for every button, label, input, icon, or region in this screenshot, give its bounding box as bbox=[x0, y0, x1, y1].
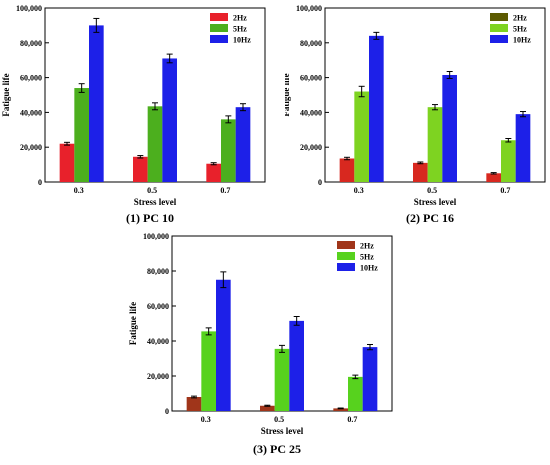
x-axis-label: Stress level bbox=[261, 426, 304, 436]
y-tick-label: 20,000 bbox=[300, 143, 322, 152]
chart-svg-pc16: 0 20,000 40,000 60,000 80,000 100,000 Fatigue … bbox=[281, 4, 546, 225]
legend-label-2hz: 2Hz bbox=[233, 14, 247, 23]
bar-5hz bbox=[221, 119, 236, 182]
chart-svg-pc10: 0 20,000 40,000 60,000 80,000 100,000 Fatigue … bbox=[1, 4, 266, 225]
legend-label-5hz: 5Hz bbox=[233, 25, 247, 34]
chart-panel-pc16: 0 20,000 40,000 60,000 80,000 100,000 Fatigue … bbox=[281, 0, 550, 230]
x-tick-label: 0.5 bbox=[147, 186, 157, 195]
y-tick-label: 100,000 bbox=[16, 4, 42, 13]
legend-label-5hz: 5Hz bbox=[360, 253, 374, 262]
y-tick-label: 60,000 bbox=[147, 302, 169, 311]
bar-2hz bbox=[206, 163, 221, 182]
bar-10hz bbox=[442, 74, 457, 182]
x-tick-label: 0.7 bbox=[500, 186, 510, 195]
legend-swatch-2hz bbox=[337, 241, 355, 249]
bar-10hz bbox=[289, 320, 304, 411]
x-tick-label: 0.3 bbox=[354, 186, 364, 195]
bar-2hz bbox=[186, 397, 202, 411]
bar-5hz bbox=[348, 376, 363, 411]
y-tick-label: 20,000 bbox=[20, 143, 42, 152]
bar-10hz bbox=[369, 35, 384, 183]
legend-swatch-10hz bbox=[210, 35, 228, 43]
x-tick-label: 0.5 bbox=[427, 186, 437, 195]
chart-caption: (3) PC 25 bbox=[253, 442, 301, 456]
bar-5hz bbox=[147, 106, 163, 182]
y-tick-label: 60,000 bbox=[20, 74, 42, 83]
y-tick-label: 80,000 bbox=[300, 39, 322, 48]
x-tick-label: 0.7 bbox=[347, 415, 357, 424]
legend-label-10hz: 10Hz bbox=[513, 36, 531, 45]
y-tick-label: 0 bbox=[165, 407, 169, 416]
bar-5hz bbox=[201, 331, 216, 411]
x-tick-label: 0.7 bbox=[220, 186, 230, 195]
y-tick-label: 20,000 bbox=[147, 372, 169, 381]
y-tick-label: 40,000 bbox=[147, 337, 169, 346]
bar-10hz bbox=[216, 279, 231, 411]
bar-5hz bbox=[427, 107, 443, 182]
y-tick-label: 0 bbox=[38, 178, 42, 187]
y-tick-label: 80,000 bbox=[147, 267, 169, 276]
legend-swatch-10hz bbox=[490, 35, 508, 43]
y-axis-label: Fatigue life bbox=[1, 73, 11, 116]
bar-2hz bbox=[260, 405, 275, 411]
legend-label-2hz: 2Hz bbox=[513, 14, 527, 23]
legend-label-10hz: 10Hz bbox=[360, 264, 378, 273]
y-tick-label: 40,000 bbox=[300, 108, 322, 117]
y-tick-label: 60,000 bbox=[300, 74, 322, 83]
legend-swatch-5hz bbox=[337, 252, 355, 260]
y-axis-label: Fatigue life bbox=[285, 73, 291, 116]
bar-5hz bbox=[274, 348, 290, 411]
bar-10hz bbox=[362, 347, 378, 411]
legend-swatch-2hz bbox=[490, 13, 508, 21]
bar-2hz bbox=[339, 158, 355, 182]
bar-2hz bbox=[486, 173, 501, 182]
bar-5hz bbox=[354, 91, 369, 182]
legend-label-5hz: 5Hz bbox=[513, 25, 527, 34]
bar-2hz bbox=[413, 162, 428, 182]
bar-5hz bbox=[501, 140, 516, 182]
chart-panel-pc25: 0 20,000 40,000 60,000 80,000 100,000 Fatigue … bbox=[120, 228, 400, 460]
bar-10hz bbox=[235, 107, 251, 182]
y-axis-label: Fatigue life bbox=[128, 302, 138, 345]
legend-swatch-10hz bbox=[337, 263, 355, 271]
legend-label-10hz: 10Hz bbox=[233, 36, 251, 45]
x-tick-label: 0.3 bbox=[201, 415, 211, 424]
chart-caption: (1) PC 10 bbox=[126, 211, 174, 225]
bar-2hz bbox=[333, 408, 348, 411]
x-axis-label: Stress level bbox=[134, 197, 177, 207]
bar-2hz bbox=[133, 156, 148, 182]
y-tick-label: 100,000 bbox=[296, 4, 322, 13]
bar-10hz bbox=[162, 58, 177, 182]
x-axis-label: Stress level bbox=[414, 197, 457, 207]
legend-swatch-2hz bbox=[210, 13, 228, 21]
y-tick-label: 0 bbox=[318, 178, 322, 187]
y-tick-label: 40,000 bbox=[20, 108, 42, 117]
x-tick-label: 0.3 bbox=[74, 186, 84, 195]
x-tick-label: 0.5 bbox=[274, 415, 284, 424]
chart-caption: (2) PC 16 bbox=[406, 211, 454, 225]
legend-swatch-5hz bbox=[210, 24, 228, 32]
bar-2hz bbox=[59, 143, 75, 182]
chart-panel-pc10: 0 20,000 40,000 60,000 80,000 100,000 Fatigue … bbox=[0, 0, 270, 230]
bar-5hz bbox=[74, 88, 89, 182]
chart-svg-pc25: 0 20,000 40,000 60,000 80,000 100,000 Fatigue … bbox=[128, 232, 393, 456]
bar-10hz bbox=[89, 25, 104, 183]
y-tick-label: 100,000 bbox=[143, 232, 169, 241]
legend-swatch-5hz bbox=[490, 24, 508, 32]
bar-10hz bbox=[515, 114, 531, 182]
legend-label-2hz: 2Hz bbox=[360, 242, 374, 251]
y-tick-label: 80,000 bbox=[20, 39, 42, 48]
